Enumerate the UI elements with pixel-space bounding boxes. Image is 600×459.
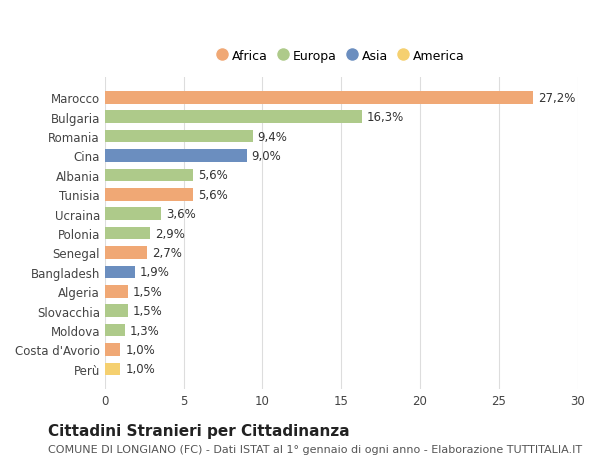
Text: 27,2%: 27,2% [538, 92, 575, 105]
Text: 1,0%: 1,0% [125, 343, 155, 356]
Bar [105, 130, 253, 143]
Bar [105, 285, 128, 298]
Legend: Africa, Europa, Asia, America: Africa, Europa, Asia, America [211, 43, 472, 69]
Text: 1,5%: 1,5% [133, 285, 163, 298]
Text: 9,0%: 9,0% [251, 150, 281, 162]
Bar [105, 324, 125, 336]
Bar [105, 92, 533, 104]
Text: 2,9%: 2,9% [155, 227, 185, 240]
Bar [105, 150, 247, 162]
Text: 9,4%: 9,4% [257, 130, 287, 143]
Text: 16,3%: 16,3% [367, 111, 404, 124]
Bar [105, 343, 121, 356]
Text: 2,7%: 2,7% [152, 246, 182, 259]
Bar [105, 169, 193, 182]
Text: Cittadini Stranieri per Cittadinanza: Cittadini Stranieri per Cittadinanza [48, 423, 350, 438]
Bar [105, 363, 121, 375]
Text: 1,0%: 1,0% [125, 363, 155, 375]
Text: 1,9%: 1,9% [139, 266, 169, 279]
Text: 1,5%: 1,5% [133, 304, 163, 318]
Text: 5,6%: 5,6% [198, 169, 227, 182]
Bar [105, 208, 161, 220]
Text: 1,3%: 1,3% [130, 324, 160, 337]
Bar [105, 246, 147, 259]
Bar [105, 305, 128, 317]
Bar [105, 227, 151, 240]
Bar [105, 189, 193, 201]
Bar [105, 111, 362, 124]
Text: 3,6%: 3,6% [166, 208, 196, 221]
Text: COMUNE DI LONGIANO (FC) - Dati ISTAT al 1° gennaio di ogni anno - Elaborazione T: COMUNE DI LONGIANO (FC) - Dati ISTAT al … [48, 444, 582, 454]
Text: 5,6%: 5,6% [198, 188, 227, 202]
Bar [105, 266, 134, 279]
